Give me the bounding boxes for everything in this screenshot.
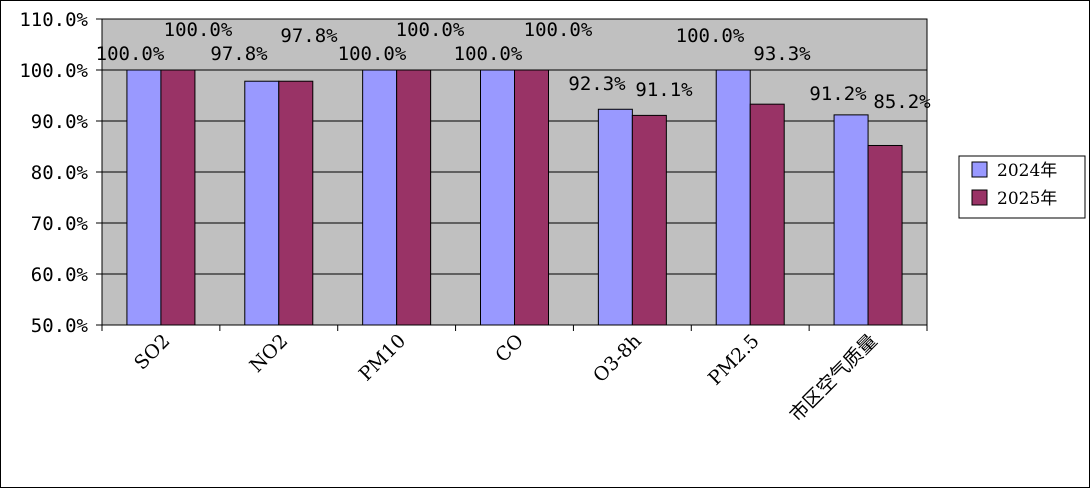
legend-swatch (971, 161, 988, 178)
bar-series1 (126, 69, 162, 326)
data-label: 100.0% (164, 19, 233, 41)
data-label: 100.0% (524, 19, 593, 41)
y-tick-label: 110.0% (19, 9, 88, 31)
legend: 2024年 2025年 (958, 155, 1086, 219)
x-tick-label: NO2 (245, 330, 292, 377)
data-label: 100.0% (676, 25, 745, 47)
bar-series2 (749, 103, 785, 326)
bar-series1 (833, 114, 869, 326)
y-tick-label: 70.0% (31, 213, 89, 235)
data-label: 100.0% (454, 43, 523, 65)
x-tick-label: PM2.5 (704, 330, 764, 390)
data-label: 100.0% (396, 19, 465, 41)
y-tick-label: 60.0% (31, 264, 89, 286)
data-label: 91.1% (635, 79, 693, 101)
legend-label: 2024年 (997, 161, 1057, 181)
x-tick-label: SO2 (130, 330, 174, 374)
y-tick-label: 100.0% (19, 60, 88, 82)
x-tick-label: PM10 (355, 330, 410, 385)
bar-series1 (597, 108, 633, 326)
x-tick-label: 市区空气质量 (785, 330, 881, 426)
data-label: 93.3% (753, 43, 811, 65)
y-tick-label: 80.0% (31, 162, 89, 184)
x-tick-label: CO (491, 330, 528, 367)
data-label: 100.0% (338, 43, 407, 65)
bar-series2 (514, 69, 549, 326)
x-tick-labels: SO2 NO2 PM10 CO O3-8h PM2.5 市区空气质量 (130, 330, 881, 426)
bar-series1 (244, 80, 280, 326)
data-label: 92.3% (568, 73, 626, 95)
bars (126, 69, 903, 326)
bar-series2 (278, 80, 314, 326)
data-label: 97.8% (210, 43, 268, 65)
y-tick-labels: 50.0% 60.0% 70.0% 80.0% 90.0% 100.0% 110.0% (19, 9, 88, 337)
bar-series1 (480, 69, 515, 326)
data-labels: 100.0%100.0%97.8%97.8%100.0%100.0%100.0%… (96, 19, 931, 113)
bar-series2 (396, 69, 432, 326)
axes (96, 18, 928, 331)
data-label: 100.0% (96, 43, 165, 65)
y-tick-label: 90.0% (31, 111, 89, 133)
y-tick-label: 50.0% (31, 315, 89, 337)
data-label: 97.8% (280, 25, 338, 47)
data-label: 91.2% (809, 83, 867, 105)
bar-series1 (362, 69, 398, 326)
x-tick-label: O3-8h (589, 330, 646, 387)
bar-series2 (867, 144, 903, 326)
bar-series1 (715, 69, 751, 326)
data-label: 85.2% (873, 91, 931, 113)
bar-series2 (631, 114, 667, 326)
bar-series2 (160, 69, 196, 326)
legend-swatch (971, 189, 988, 206)
legend-label: 2025年 (997, 189, 1057, 209)
